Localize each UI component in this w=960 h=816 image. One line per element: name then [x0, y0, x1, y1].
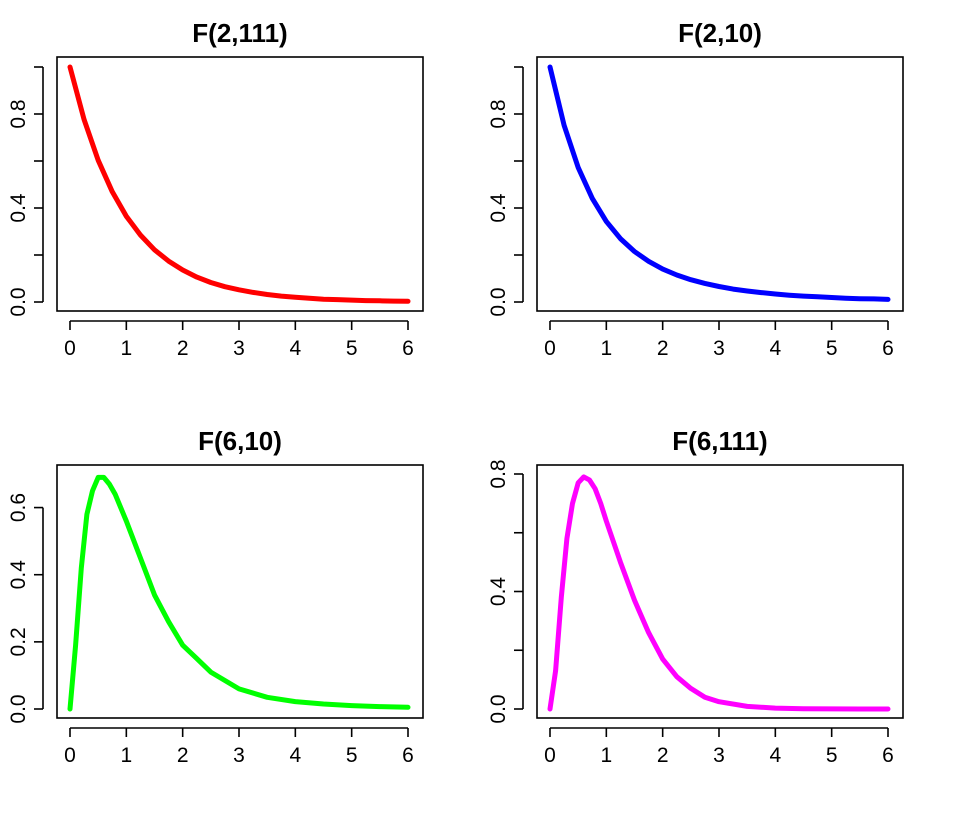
x-tick-label: 0	[64, 337, 76, 360]
x-tick-label: 4	[289, 337, 301, 360]
x-tick-label: 2	[657, 744, 669, 767]
chart-panel-1: F(2,111) 0 1 2 3 4 5 6 0.0 0.4 0.8	[7, 18, 424, 360]
x-tick-label: 2	[177, 337, 189, 360]
density-line	[547, 64, 891, 302]
y-tick-label: 0.0	[7, 287, 30, 316]
chart-title: F(6,111)	[672, 426, 767, 456]
y-tick-label: 0.4	[7, 193, 30, 223]
y-tick-label: 0.4	[7, 560, 30, 590]
y-tick-label: 0.0	[487, 694, 510, 723]
plot-frame	[56, 464, 424, 719]
chart-panel-3: F(6,10) 0 1 2 3 4 5 6 0.0 0.2 0.4 0.6	[7, 426, 424, 767]
x-tick-label: 3	[233, 744, 245, 767]
x-tick-label: 4	[769, 337, 781, 360]
x-tick-label: 0	[544, 744, 556, 767]
plot-frame	[536, 56, 904, 312]
x-tick-label: 4	[289, 744, 301, 767]
chart-title: F(2,10)	[678, 18, 762, 48]
plot-frame	[56, 56, 424, 312]
x-tick-label: 3	[233, 337, 245, 360]
x-tick-label: 6	[882, 744, 894, 767]
x-tick-label: 6	[882, 337, 894, 360]
y-tick-label: 0.0	[7, 694, 30, 723]
y-tick-label: 0.6	[7, 493, 30, 522]
y-tick-label: 0.2	[7, 627, 30, 656]
chart-title: F(6,10)	[198, 426, 282, 456]
x-tick-label: 0	[64, 744, 76, 767]
x-tick-label: 5	[826, 744, 838, 767]
x-tick-label: 1	[120, 337, 132, 360]
x-tick-label: 3	[713, 744, 725, 767]
x-tick-label: 2	[177, 744, 189, 767]
y-tick-label: 0.4	[487, 577, 510, 607]
density-line	[67, 474, 411, 712]
y-tick-label: 0.8	[487, 459, 510, 488]
density-line	[547, 474, 891, 712]
x-tick-label: 1	[600, 337, 612, 360]
plot-frame	[536, 464, 904, 719]
x-tick-label: 6	[402, 744, 414, 767]
x-tick-label: 1	[600, 744, 612, 767]
x-tick-label: 3	[713, 337, 725, 360]
chart-title: F(2,111)	[192, 18, 287, 48]
x-tick-label: 4	[769, 744, 781, 767]
x-tick-label: 1	[120, 744, 132, 767]
x-tick-label: 5	[346, 744, 358, 767]
y-tick-label: 0.8	[487, 99, 510, 128]
x-tick-label: 0	[544, 337, 556, 360]
y-tick-label: 0.4	[487, 193, 510, 223]
chart-panel-4: F(6,111) 0 1 2 3 4 5 6 0.0 0.4 0.8	[487, 426, 904, 767]
density-line	[67, 64, 411, 304]
y-tick-label: 0.0	[487, 287, 510, 316]
x-tick-label: 5	[826, 337, 838, 360]
x-tick-label: 2	[657, 337, 669, 360]
chart-panel-2: F(2,10) 0 1 2 3 4 5 6 0.0 0.4 0.8	[487, 18, 904, 360]
x-tick-label: 6	[402, 337, 414, 360]
y-tick-label: 0.8	[7, 99, 30, 128]
x-tick-label: 5	[346, 337, 358, 360]
